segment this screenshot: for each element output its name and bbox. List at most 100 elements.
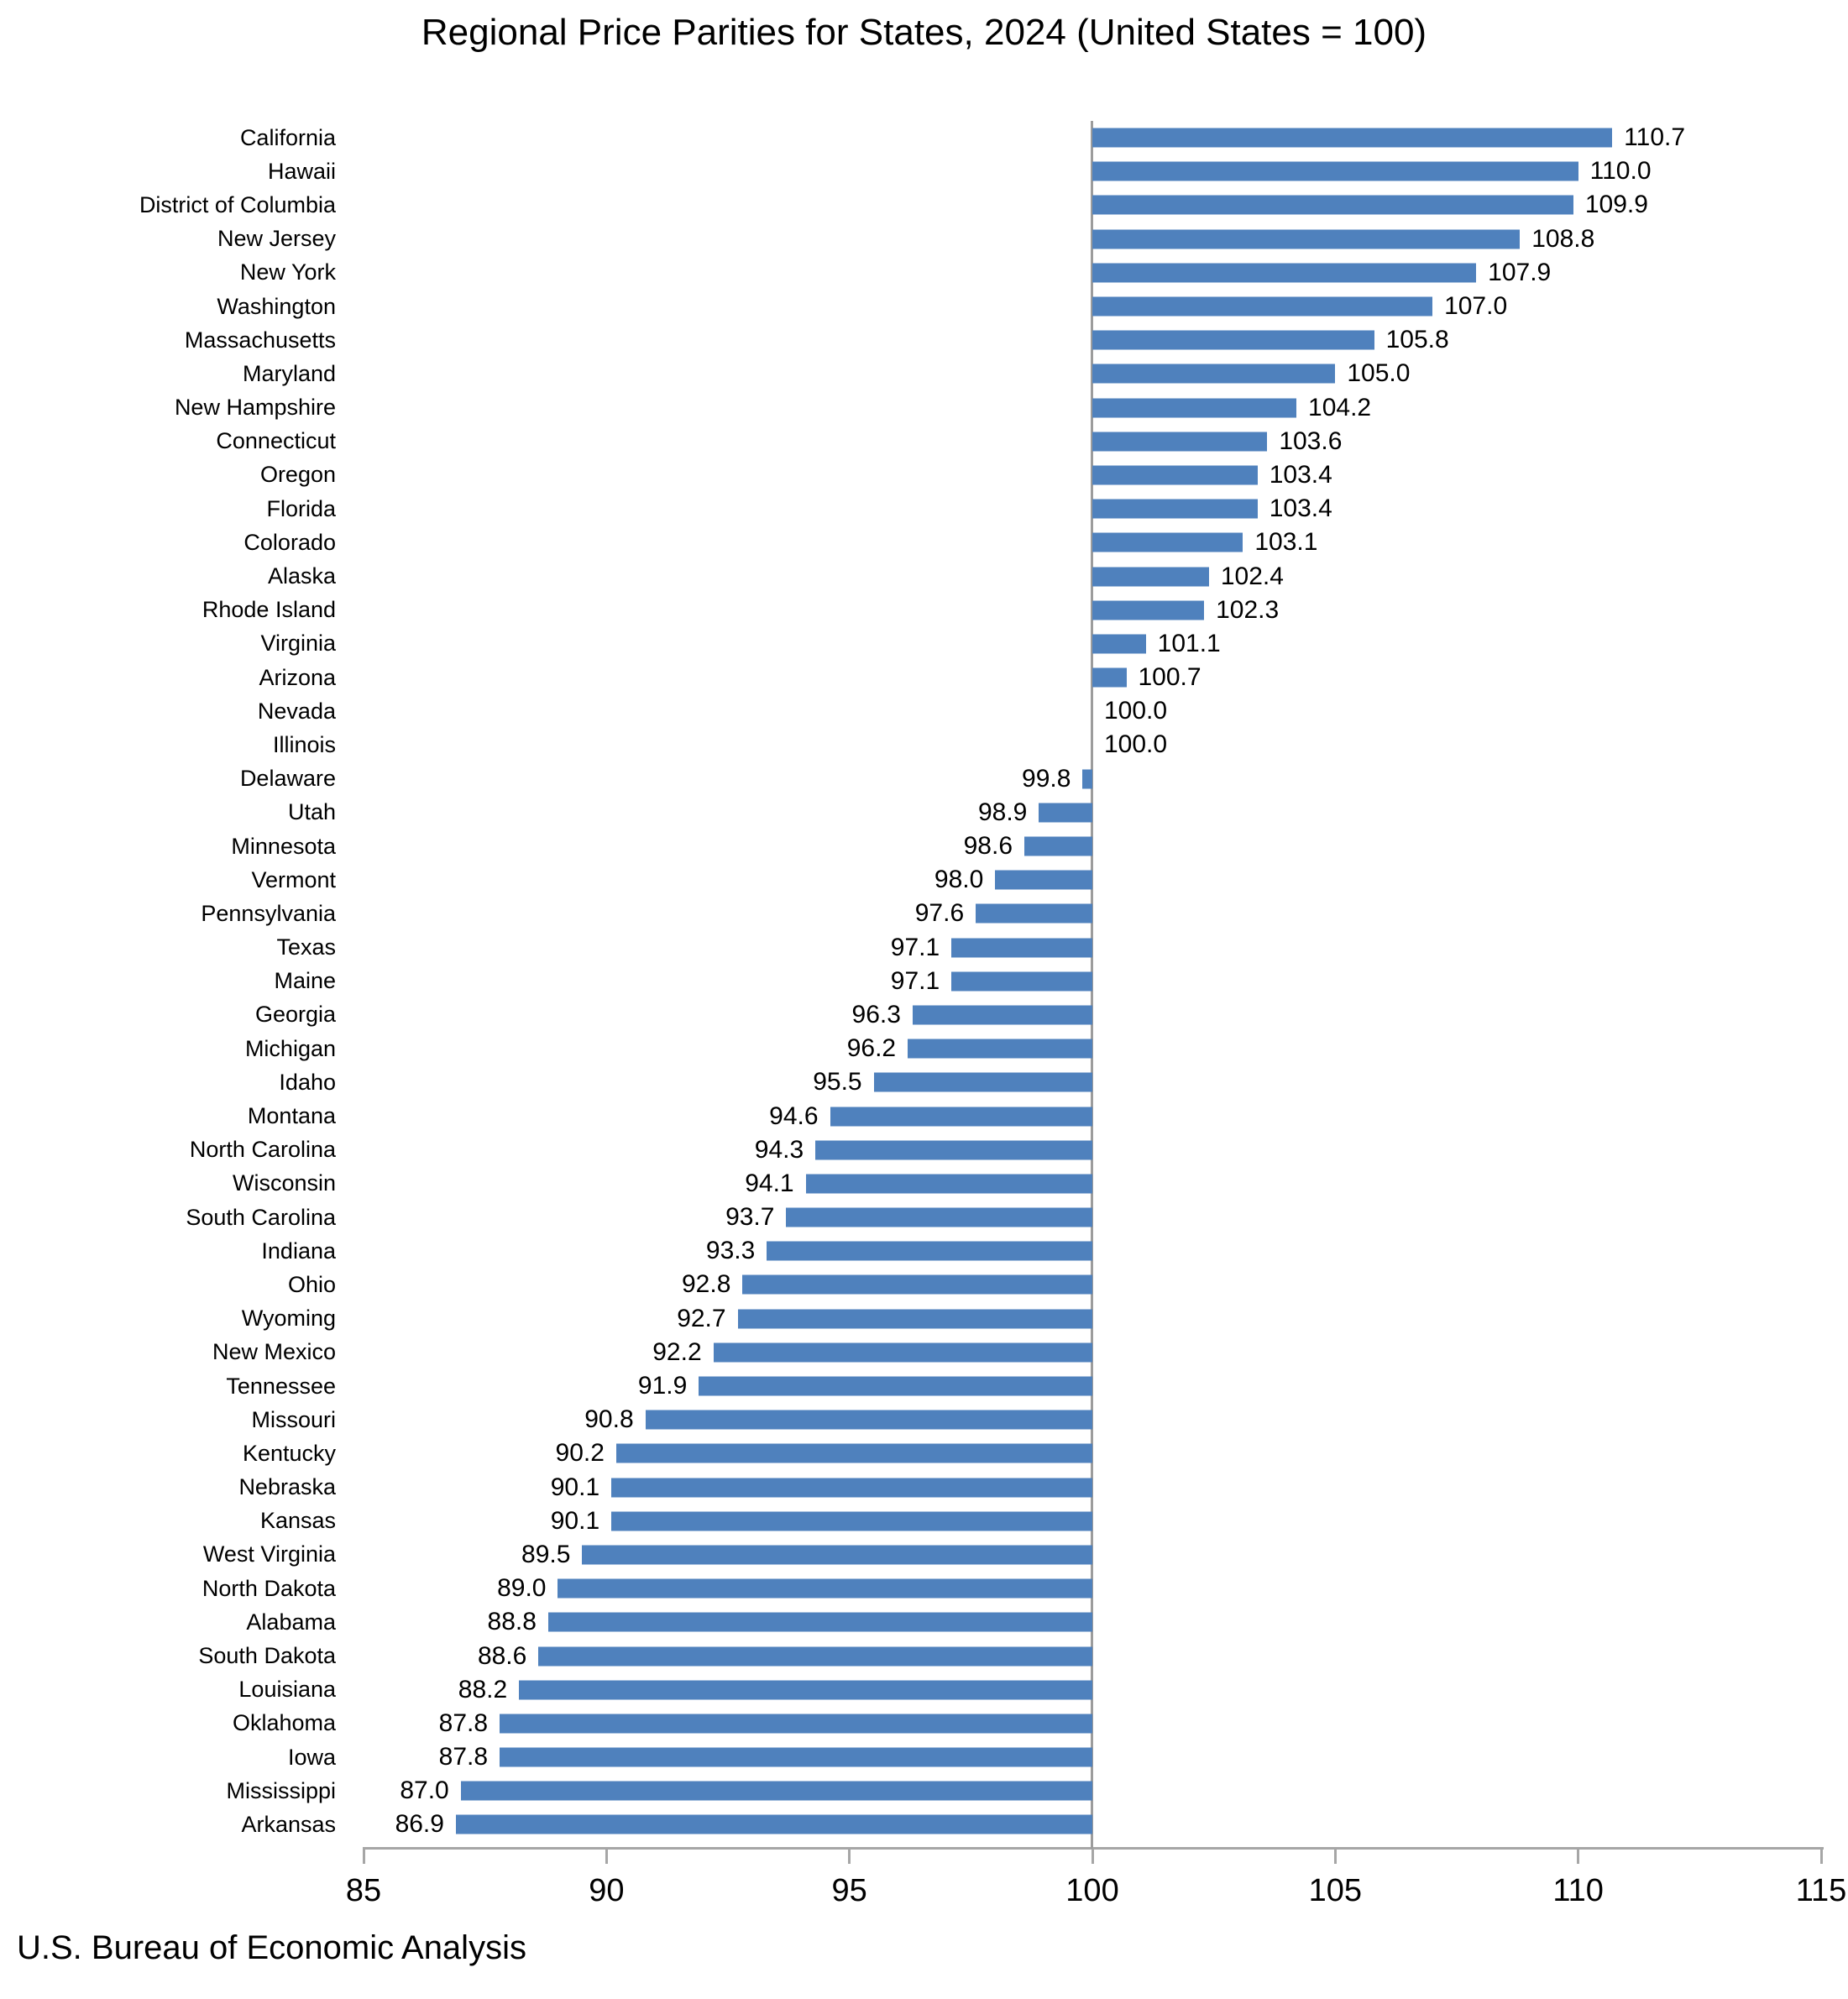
state-label: Maine (274, 968, 336, 994)
value-label: 90.1 (550, 1473, 600, 1501)
row-plot: 110.7 (364, 121, 1821, 154)
bar (786, 1207, 1092, 1227)
bar-row: New York 107.9 (0, 256, 1848, 290)
bar-row: South Dakota 88.6 (0, 1639, 1848, 1672)
bar (713, 1342, 1092, 1363)
state-label: Ohio (287, 1271, 336, 1297)
bar-row: Michigan 96.2 (0, 1032, 1848, 1065)
bar-row: Ohio 92.8 (0, 1268, 1848, 1301)
value-label: 92.2 (652, 1337, 702, 1366)
value-label: 97.1 (890, 933, 940, 961)
bar (951, 938, 1092, 958)
state-label: Wyoming (241, 1306, 336, 1332)
row-plot: 103.6 (364, 425, 1821, 458)
value-label: 103.4 (1269, 460, 1332, 489)
row-plot: 97.1 (364, 965, 1821, 998)
value-label: 92.7 (677, 1304, 726, 1332)
value-label: 110.0 (1589, 157, 1652, 186)
value-label: 90.8 (584, 1405, 634, 1434)
value-label: 90.2 (555, 1439, 605, 1468)
state-label: Colorado (243, 529, 336, 555)
bar (582, 1545, 1092, 1565)
bar (558, 1578, 1092, 1599)
row-plot: 94.3 (364, 1133, 1821, 1167)
bar (742, 1274, 1092, 1295)
bar-row: Florida 103.4 (0, 492, 1848, 526)
bar-row: Indiana 93.3 (0, 1234, 1848, 1268)
value-label: 88.6 (477, 1641, 527, 1670)
x-axis-tick-label: 110 (1552, 1873, 1604, 1908)
state-label: Minnesota (231, 833, 336, 859)
state-label: Vermont (251, 866, 336, 892)
row-plot: 91.9 (364, 1369, 1821, 1403)
bar-row: Nebraska 90.1 (0, 1471, 1848, 1504)
state-label: South Carolina (186, 1204, 336, 1230)
state-label: Indiana (261, 1238, 336, 1264)
row-plot: 103.1 (364, 526, 1821, 559)
bar-row: Texas 97.1 (0, 931, 1848, 965)
row-plot: 88.8 (364, 1605, 1821, 1639)
bar-row: Vermont 98.0 (0, 863, 1848, 897)
value-label: 101.1 (1157, 629, 1221, 657)
row-plot: 100.7 (364, 661, 1821, 694)
value-label: 100.7 (1138, 663, 1201, 692)
value-label: 100.0 (1104, 697, 1168, 725)
row-plot: 92.8 (364, 1268, 1821, 1301)
bar (1092, 432, 1268, 452)
value-label: 94.1 (745, 1169, 794, 1197)
bar (519, 1680, 1092, 1700)
bar (908, 1039, 1092, 1059)
value-label: 88.8 (487, 1608, 537, 1636)
bar-row: Arkansas 86.9 (0, 1808, 1848, 1841)
value-label: 98.6 (963, 832, 1013, 861)
row-plot: 90.1 (364, 1471, 1821, 1504)
row-plot: 87.8 (364, 1707, 1821, 1740)
row-plot: 100.0 (364, 728, 1821, 761)
x-axis-tick (1577, 1850, 1580, 1864)
bar (1092, 667, 1127, 688)
value-label: 105.0 (1347, 359, 1411, 388)
x-axis-tick (848, 1850, 851, 1864)
bar (1092, 263, 1477, 283)
state-label: Delaware (239, 766, 336, 792)
bar-row: Utah 98.9 (0, 796, 1848, 829)
bar (976, 903, 1092, 924)
state-label: Pennsylvania (201, 900, 336, 926)
bar-row: Tennessee 91.9 (0, 1369, 1848, 1403)
value-label: 108.8 (1531, 224, 1595, 253)
state-label: Virginia (260, 631, 336, 657)
bar (1092, 364, 1336, 384)
state-label: Alabama (246, 1609, 336, 1635)
x-axis-tick-label: 115 (1795, 1873, 1847, 1908)
bar (1039, 803, 1092, 823)
bar (645, 1410, 1092, 1430)
bar-row: New Hampshire 104.2 (0, 391, 1848, 425)
bar-rows: California 110.7 Hawaii 110.0 District of Co… (0, 121, 1848, 1842)
state-label: Illinois (272, 731, 336, 757)
bar-row: Mississippi 87.0 (0, 1774, 1848, 1808)
row-plot: 94.6 (364, 1099, 1821, 1133)
x-axis-tick-label: 90 (589, 1873, 625, 1908)
state-label: Washington (217, 293, 336, 319)
bar-row: District of Columbia 109.9 (0, 188, 1848, 222)
value-label: 110.7 (1624, 123, 1686, 152)
value-label: 91.9 (637, 1372, 688, 1400)
row-plot: 110.0 (364, 154, 1821, 188)
bar (1092, 330, 1374, 350)
state-label: Massachusetts (184, 327, 336, 353)
bar-row: Connecticut 103.6 (0, 425, 1848, 458)
row-plot: 99.8 (364, 762, 1821, 796)
state-label: Nebraska (238, 1474, 336, 1500)
bar-row: North Dakota 89.0 (0, 1572, 1848, 1605)
value-label: 107.0 (1444, 292, 1508, 321)
bar (1092, 600, 1205, 620)
row-plot: 89.0 (364, 1572, 1821, 1605)
state-label: New Hampshire (174, 395, 336, 421)
bar-row: Iowa 87.8 (0, 1740, 1848, 1774)
state-label: Florida (266, 495, 336, 521)
row-plot: 105.8 (364, 323, 1821, 357)
bar (1082, 769, 1092, 789)
bar (830, 1107, 1092, 1127)
value-label: 88.2 (458, 1675, 508, 1703)
bar-row: Washington 107.0 (0, 290, 1848, 323)
